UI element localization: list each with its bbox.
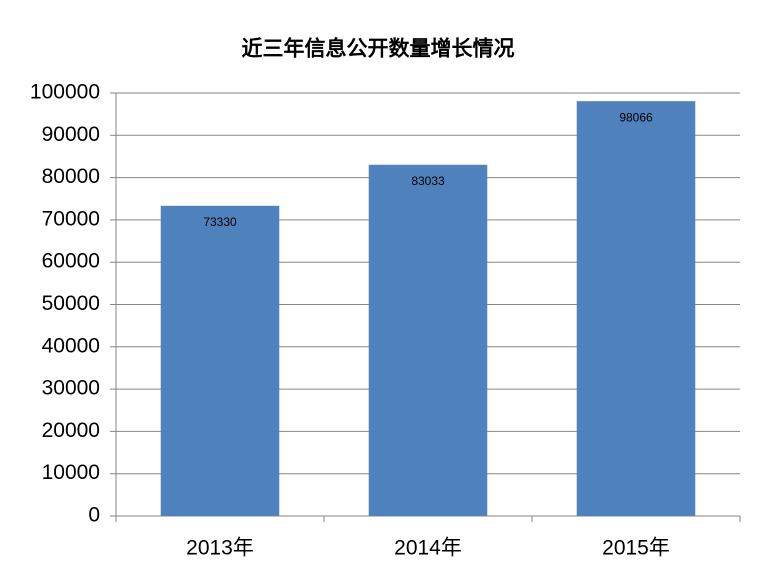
y-tick-label: 50000 [42,292,100,315]
bar [368,164,488,516]
y-tick-label: 60000 [42,250,100,273]
y-tick-label: 0 [88,504,100,527]
x-tick-label: 2014年 [394,537,462,560]
bar [576,101,696,516]
y-tick-label: 10000 [42,461,100,484]
x-tick-label: 2015年 [602,537,670,560]
y-tick-label: 70000 [42,207,100,230]
bar [160,205,280,517]
y-tick-label: 80000 [42,165,100,188]
y-tick-label: 90000 [42,123,100,146]
x-tick-label: 2013年 [186,537,254,560]
data-label: 73330 [203,215,237,229]
chart-title: 近三年信息公开数量增长情况 [242,37,515,61]
y-tick-label: 100000 [30,81,100,104]
y-tick-label: 20000 [42,419,100,442]
y-tick-label: 30000 [42,377,100,400]
y-tick-label: 40000 [42,334,100,357]
data-label: 98066 [619,110,653,124]
data-label: 83033 [411,174,445,188]
